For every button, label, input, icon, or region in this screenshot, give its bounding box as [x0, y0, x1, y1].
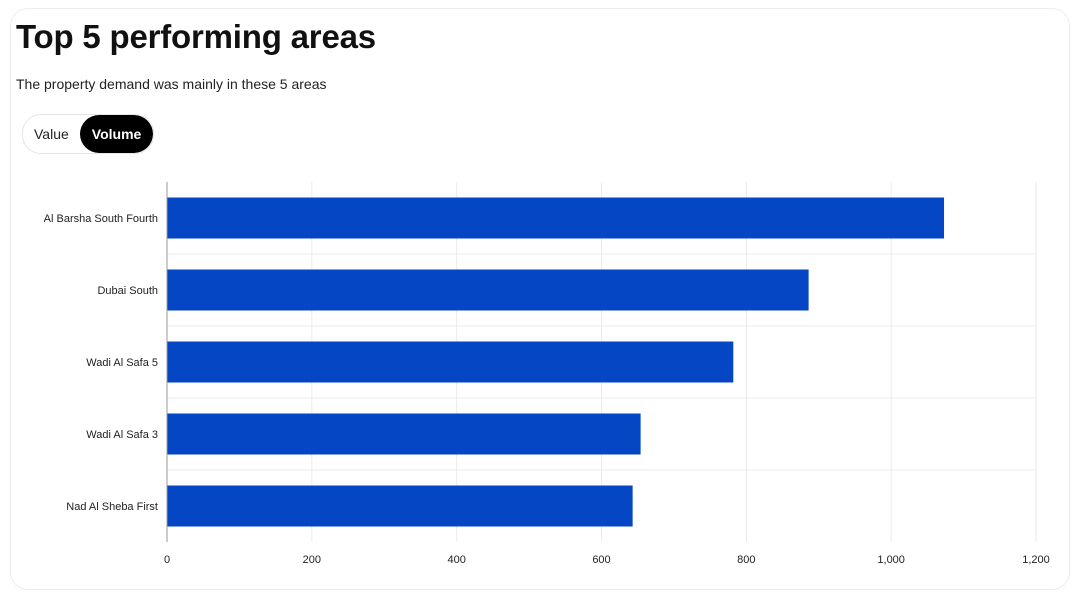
bar [167, 485, 633, 527]
toggle-volume-button[interactable]: Volume [79, 115, 154, 153]
metric-toggle: Value Volume [22, 114, 155, 154]
y-tick-label: Nad Al Sheba First [66, 501, 158, 513]
x-tick-label: 1,000 [877, 554, 905, 566]
toggle-value-button[interactable]: Value [23, 115, 80, 153]
bar [167, 269, 809, 311]
y-tick-label: Al Barsha South Fourth [44, 213, 158, 225]
x-tick-label: 0 [164, 554, 170, 566]
x-tick-label: 1,200 [1022, 554, 1050, 566]
y-tick-label: Wadi Al Safa 3 [86, 429, 158, 441]
bar [167, 413, 641, 455]
chart-subtitle: The property demand was mainly in these … [16, 76, 327, 92]
x-tick-label: 800 [737, 554, 755, 566]
x-tick-label: 600 [592, 554, 610, 566]
y-tick-label: Wadi Al Safa 5 [86, 357, 158, 369]
bar [167, 341, 734, 383]
x-tick-label: 400 [447, 554, 465, 566]
bar [167, 197, 945, 239]
x-tick-label: 200 [303, 554, 321, 566]
page-title: Top 5 performing areas [16, 18, 376, 55]
y-tick-label: Dubai South [97, 285, 158, 297]
